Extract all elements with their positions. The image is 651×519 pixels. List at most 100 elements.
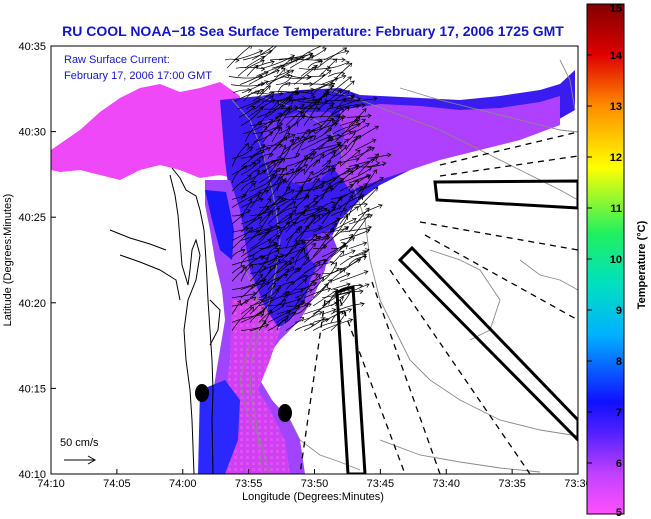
current-vector <box>357 187 378 208</box>
current-vector <box>321 262 337 282</box>
current-vector-head <box>255 169 260 175</box>
current-vector <box>231 143 249 167</box>
current-vector-head <box>279 197 284 202</box>
current-vector-head <box>302 96 307 101</box>
current-vector <box>285 305 300 323</box>
current-vector-head <box>345 106 350 111</box>
current-vector-head <box>295 305 300 310</box>
current-vector <box>303 244 326 266</box>
current-vector-head <box>326 287 332 292</box>
current-vector <box>300 135 331 151</box>
y-tick-label: 40:25 <box>18 212 46 224</box>
current-vector-head <box>300 168 306 174</box>
current-vector-head <box>323 93 329 98</box>
current-vector <box>357 169 377 200</box>
current-vector <box>231 292 257 299</box>
current-vector <box>231 213 244 225</box>
current-vector <box>276 261 292 274</box>
x-tick-label: 73:45 <box>367 478 395 490</box>
current-vector-head <box>332 177 337 182</box>
current-vector <box>246 64 259 77</box>
current-vector <box>330 145 347 159</box>
current-vector-head <box>275 69 280 74</box>
current-vector-head <box>282 197 287 203</box>
current-vector-head <box>299 186 304 191</box>
current-vector-head <box>370 146 376 152</box>
current-vector-head <box>361 118 366 124</box>
current-vector <box>294 289 313 299</box>
current-vector-head <box>325 165 331 170</box>
current-vector-head <box>266 85 271 90</box>
current-vector-head <box>351 130 357 135</box>
current-vector <box>294 129 315 159</box>
colorbar-tick-label: 12 <box>610 152 622 164</box>
current-vector <box>350 123 370 135</box>
current-vector-head <box>251 182 256 188</box>
current-vector-head <box>354 165 360 170</box>
current-vector-head <box>299 288 304 294</box>
current-vector <box>243 89 265 102</box>
current-vector <box>276 178 287 192</box>
current-vector-head <box>281 318 287 324</box>
current-vector-head <box>286 310 292 315</box>
current-vector <box>231 227 253 249</box>
current-vector-head <box>286 96 291 101</box>
current-vector-head <box>286 107 291 112</box>
current-vector <box>249 174 277 192</box>
current-vector <box>309 143 340 151</box>
current-vector-head <box>316 107 321 112</box>
current-vector-head <box>269 95 274 100</box>
current-vector-head <box>318 310 323 316</box>
current-vector-head <box>336 113 341 119</box>
current-vector <box>249 226 274 233</box>
current-vector-head <box>329 117 334 123</box>
current-vector <box>278 114 306 135</box>
current-vector-head <box>270 99 276 104</box>
current-vector-head <box>318 124 324 129</box>
current-vector <box>337 106 350 118</box>
current-vector <box>348 203 368 208</box>
current-vector-head <box>324 89 330 94</box>
current-vector <box>276 167 303 176</box>
current-vector-head <box>341 57 346 63</box>
colorbar-tick-label: 13 <box>610 101 622 113</box>
current-vector-head <box>279 104 285 109</box>
colorbar-tick-label: 7 <box>616 407 622 419</box>
current-vector <box>244 55 265 69</box>
current-vector-head <box>300 300 306 305</box>
current-vector <box>276 216 292 241</box>
current-vector <box>258 168 285 184</box>
current-vector-head <box>287 75 293 80</box>
current-vector <box>258 180 286 192</box>
current-vector <box>276 136 300 159</box>
current-vector-head <box>355 104 361 109</box>
current-vector-head <box>323 46 325 49</box>
current-vector <box>267 234 280 249</box>
current-vector <box>303 235 321 249</box>
current-vector-head <box>354 157 360 162</box>
current-vector <box>303 261 334 274</box>
current-vector-head <box>365 207 370 213</box>
colorbar-tick-label: 6 <box>616 458 622 470</box>
current-vector <box>357 153 379 176</box>
current-vector-head <box>271 264 277 270</box>
current-vector-head <box>255 194 260 199</box>
current-vector-head <box>313 200 319 206</box>
current-vector <box>276 138 294 167</box>
current-vector <box>285 317 305 331</box>
current-vector <box>260 46 278 61</box>
current-vector-head <box>358 283 364 289</box>
current-vector-head <box>323 258 328 264</box>
current-vector <box>348 195 363 216</box>
current-vector <box>267 168 294 192</box>
current-vector-head <box>332 222 338 228</box>
current-vector-head <box>356 134 362 140</box>
current-vector-head <box>322 47 327 52</box>
current-vector-head <box>341 74 347 80</box>
current-vector <box>348 108 367 126</box>
current-vector-head <box>312 98 318 103</box>
current-vector-head <box>331 206 337 211</box>
current-vector-head <box>374 125 379 130</box>
current-vector-head <box>248 146 254 151</box>
current-vector-head <box>264 71 269 76</box>
